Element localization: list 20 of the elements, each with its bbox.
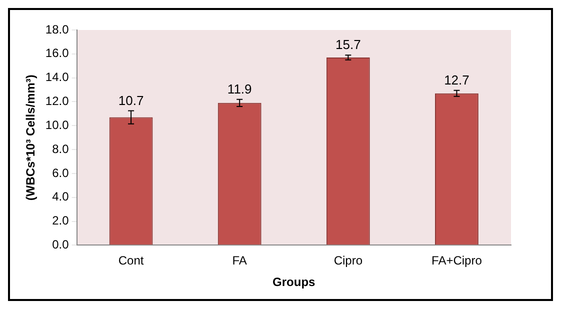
x-tick-label: Cont xyxy=(118,254,144,268)
y-tick-label: 14.0 xyxy=(45,70,70,84)
y-axis-title: (WBCs*10³ Cells/mm³) xyxy=(24,74,38,201)
y-tick-label: 12.0 xyxy=(45,94,70,108)
data-label: 11.9 xyxy=(227,81,252,96)
data-label: 12.7 xyxy=(444,72,470,88)
y-tick-label: 0.0 xyxy=(52,238,70,252)
data-label: 10.7 xyxy=(118,92,144,108)
y-tick-label: 6.0 xyxy=(52,166,70,180)
data-label: 15.7 xyxy=(336,37,361,52)
y-tick-label: 8.0 xyxy=(52,142,70,156)
x-tick-label: FA xyxy=(232,254,247,268)
x-tick-label: FA+Cipro xyxy=(432,254,482,268)
y-tick-label: 4.0 xyxy=(52,190,70,204)
y-tick-label: 18.0 xyxy=(45,22,70,36)
y-tick-label: 16.0 xyxy=(45,46,70,60)
x-tick-label: Cipro xyxy=(334,254,363,268)
x-axis-title: Groups xyxy=(272,275,316,290)
y-tick-label: 2.0 xyxy=(52,214,70,228)
y-tick-label: 10.0 xyxy=(45,118,70,132)
